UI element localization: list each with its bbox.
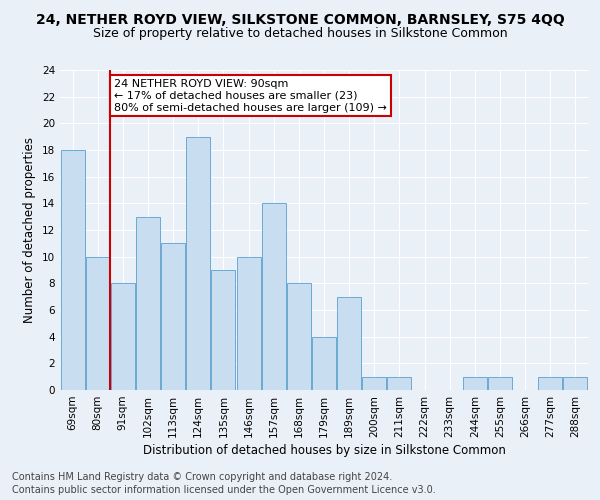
Bar [211,270,235,390]
Text: Contains HM Land Registry data © Crown copyright and database right 2024.: Contains HM Land Registry data © Crown c… [12,472,392,482]
Text: 24, NETHER ROYD VIEW, SILKSTONE COMMON, BARNSLEY, S75 4QQ: 24, NETHER ROYD VIEW, SILKSTONE COMMON, … [35,12,565,26]
Bar [111,284,135,390]
Bar [262,204,286,390]
Bar [61,150,85,390]
Y-axis label: Number of detached properties: Number of detached properties [23,137,37,323]
Bar [161,244,185,390]
Text: Contains public sector information licensed under the Open Government Licence v3: Contains public sector information licen… [12,485,436,495]
Text: Size of property relative to detached houses in Silkstone Common: Size of property relative to detached ho… [92,28,508,40]
Bar [362,376,386,390]
Bar [488,376,512,390]
Bar [337,296,361,390]
Bar [287,284,311,390]
Bar [236,256,260,390]
Bar [563,376,587,390]
Bar [136,216,160,390]
Bar [312,336,336,390]
Text: 24 NETHER ROYD VIEW: 90sqm
← 17% of detached houses are smaller (23)
80% of semi: 24 NETHER ROYD VIEW: 90sqm ← 17% of deta… [114,80,387,112]
Bar [187,136,210,390]
Bar [86,256,110,390]
Bar [463,376,487,390]
Bar [388,376,412,390]
X-axis label: Distribution of detached houses by size in Silkstone Common: Distribution of detached houses by size … [143,444,505,457]
Bar [538,376,562,390]
